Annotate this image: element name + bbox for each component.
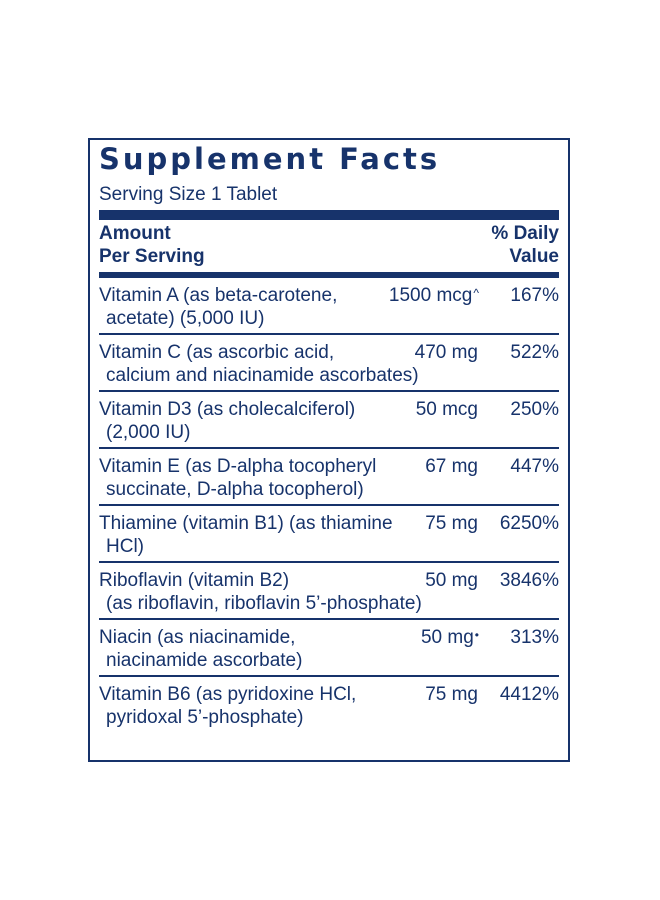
nutrient-daily-value: 3846% [499, 570, 559, 591]
nutrient-daily-value: 6250% [499, 513, 559, 534]
amount-header-line2: Per Serving [99, 246, 205, 267]
nutrient-daily-value: 4412% [499, 684, 559, 705]
nutrient-name-line2: pyridoxal 5’-phosphate) [106, 707, 304, 728]
nutrient-name: Vitamin A (as beta-carotene, acetate) (5… [99, 284, 337, 330]
nutrient-amount: 50 mg• [421, 626, 479, 649]
nutrient-row-niacin: Niacin (as niacinamide, niacinamide asco… [99, 620, 559, 677]
nutrient-name: Vitamin D3 (as cholecalciferol) (2,000 I… [99, 398, 355, 444]
nutrient-name: Thiamine (vitamin B1) (as thiamine HCl) [99, 512, 393, 558]
nutrient-amount: 1500 mcg^ [389, 284, 479, 307]
nutrient-row-vitamin-a: Vitamin A (as beta-carotene, acetate) (5… [99, 278, 559, 335]
nutrient-daily-value: 250% [510, 399, 559, 420]
nutrient-name-line1: Vitamin E (as D-alpha tocopheryl [99, 456, 377, 477]
nutrient-row-riboflavin: Riboflavin (vitamin B2) (as riboflavin, … [99, 563, 559, 620]
nutrient-amount: 75 mg [425, 683, 479, 706]
nutrient-name-line1: Riboflavin (vitamin B2) [99, 570, 290, 591]
nutrient-amount-value: 50 mg [420, 627, 474, 648]
nutrient-name-line2: calcium and niacinamide ascorbates) [106, 365, 419, 386]
nutrient-amount: 470 mg [415, 341, 479, 364]
nutrient-row-vitamin-d3: Vitamin D3 (as cholecalciferol) (2,000 I… [99, 392, 559, 449]
nutrient-row-vitamin-b6: Vitamin B6 (as pyridoxine HCl, pyridoxal… [99, 677, 559, 734]
header-divider [99, 272, 559, 278]
thick-divider [99, 210, 559, 220]
nutrient-amount-value: 67 mg [425, 456, 478, 477]
nutrient-row-thiamine: Thiamine (vitamin B1) (as thiamine HCl) … [99, 506, 559, 563]
nutrient-daily-value: 313% [510, 627, 559, 648]
column-header-row: Amount Per Serving % Daily Value [99, 222, 559, 272]
nutrient-amount: 50 mcg [416, 398, 479, 421]
nutrient-amount-value: 1500 mcg [388, 285, 473, 306]
nutrient-amount-value: 470 mg [414, 342, 478, 363]
panel-title: Supplement Facts [99, 142, 441, 176]
nutrient-name-line2: niacinamide ascorbate) [106, 650, 303, 671]
nutrient-name-line2: acetate) (5,000 IU) [106, 308, 265, 329]
nutrient-name-line1: Vitamin C (as ascorbic acid, [99, 342, 335, 363]
nutrient-name-line1: Niacin (as niacinamide, [99, 627, 296, 648]
nutrient-name: Vitamin E (as D-alpha tocopheryl succina… [99, 455, 376, 501]
nutrient-row-vitamin-e: Vitamin E (as D-alpha tocopheryl succina… [99, 449, 559, 506]
footnote-mark: • [474, 628, 479, 642]
amount-header: Amount Per Serving [99, 222, 205, 268]
nutrient-amount-value: 50 mcg [415, 399, 478, 420]
supplement-facts-panel: Supplement Facts Serving Size 1 Tablet A… [88, 138, 570, 762]
nutrient-name: Riboflavin (vitamin B2) (as riboflavin, … [99, 569, 422, 615]
daily-value-header-line2: Value [509, 246, 559, 267]
nutrient-name: Vitamin B6 (as pyridoxine HCl, pyridoxal… [99, 683, 356, 729]
nutrient-daily-value: 522% [510, 342, 559, 363]
nutrient-amount-value: 50 mg [425, 570, 478, 591]
nutrient-name-line1: Vitamin B6 (as pyridoxine HCl, [99, 684, 357, 705]
nutrient-row-vitamin-c: Vitamin C (as ascorbic acid, calcium and… [99, 335, 559, 392]
nutrient-name-line2: succinate, D-alpha tocopherol) [106, 479, 364, 500]
daily-value-header: % Daily Value [491, 222, 559, 268]
nutrient-rows: Vitamin A (as beta-carotene, acetate) (5… [99, 278, 559, 734]
nutrient-amount: 75 mg [425, 512, 479, 535]
nutrient-amount: 50 mg [425, 569, 479, 592]
daily-value-header-line1: % Daily [491, 223, 559, 244]
nutrient-name: Niacin (as niacinamide, niacinamide asco… [99, 626, 302, 672]
nutrient-daily-value: 447% [510, 456, 559, 477]
nutrient-name-line1: Vitamin A (as beta-carotene, [99, 285, 338, 306]
amount-header-line1: Amount [99, 223, 171, 244]
nutrient-amount-value: 75 mg [425, 684, 478, 705]
nutrient-name-line1: Vitamin D3 (as cholecalciferol) [99, 399, 356, 420]
nutrient-name-line2: (2,000 IU) [106, 422, 191, 443]
nutrient-name-line1: Thiamine (vitamin B1) (as thiamine [99, 513, 393, 534]
nutrient-name: Vitamin C (as ascorbic acid, calcium and… [99, 341, 419, 387]
nutrient-daily-value: 167% [510, 285, 559, 306]
nutrient-amount: 67 mg [425, 455, 479, 478]
footnote-mark: ^ [473, 286, 479, 300]
nutrient-amount-value: 75 mg [425, 513, 478, 534]
serving-size: Serving Size 1 Tablet [99, 184, 278, 205]
nutrient-name-line2: (as riboflavin, riboflavin 5’-phosphate) [106, 593, 422, 614]
nutrient-name-line2: HCl) [106, 536, 144, 557]
